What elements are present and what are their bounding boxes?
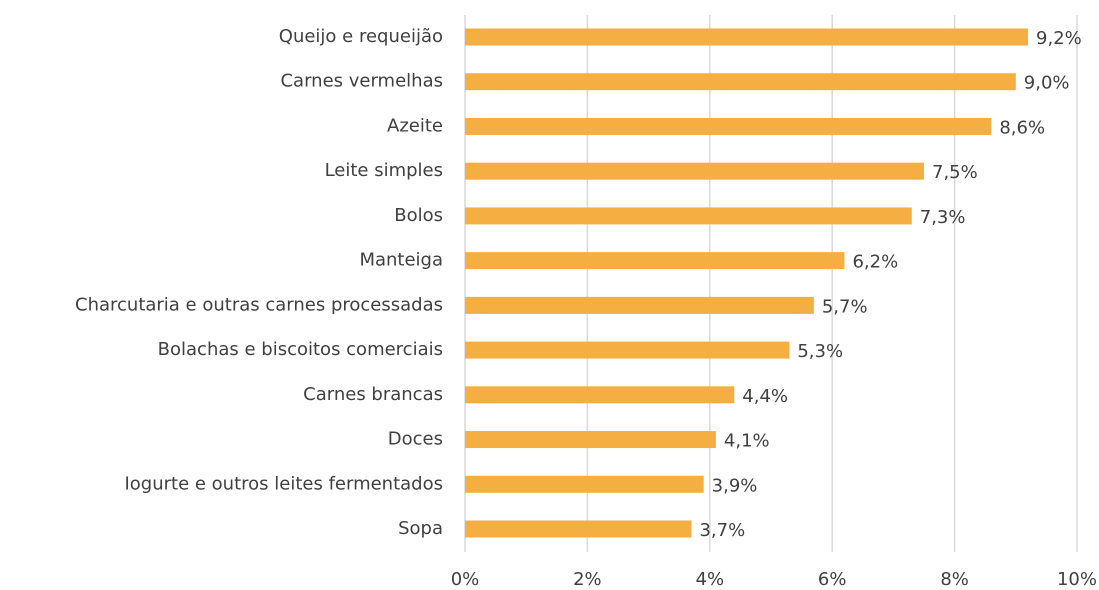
y-tick-label: Sopa [398,518,443,539]
y-tick-label: Queijo e requeijão [279,26,443,47]
y-tick-label: Doces [388,429,443,450]
data-label: 3,7% [699,520,745,541]
y-tick-label: Charcutaria e outras carnes processadas [75,294,443,315]
y-tick-label: Carnes brancas [303,384,443,405]
y-tick-label: Bolos [394,205,443,226]
data-label: 6,2% [852,252,898,273]
x-tick-label: 8% [940,569,969,590]
data-label: 5,3% [797,341,843,362]
y-tick-label: Leite simples [325,160,443,181]
bar [465,207,912,225]
bar [465,162,924,180]
bar [465,73,1016,91]
bar [465,117,992,135]
bar [465,341,790,359]
bar [465,28,1029,46]
x-tick-label: 10% [1057,569,1097,590]
x-tick-label: 4% [696,569,725,590]
y-tick-label: Manteiga [359,250,443,271]
data-label: 4,4% [742,386,788,407]
data-label: 4,1% [724,431,770,452]
data-label: 7,5% [932,162,978,183]
bar [465,252,845,270]
bar [465,520,692,538]
bar [465,386,735,404]
y-tick-label: Iogurte e outros leites fermentados [124,473,443,494]
bar [465,431,716,449]
bar [465,296,814,314]
data-label: 9,2% [1036,28,1082,49]
bar [465,475,704,493]
x-tick-label: 6% [818,569,847,590]
data-label: 5,7% [822,296,868,317]
data-label: 9,0% [1024,73,1070,94]
y-tick-label: Bolachas e biscoitos comerciais [158,339,443,360]
data-label: 3,9% [712,475,758,496]
x-tick-label: 0% [451,569,480,590]
data-label: 7,3% [920,207,966,228]
y-tick-label: Carnes vermelhas [280,71,443,92]
y-tick-label: Azeite [387,115,443,136]
x-tick-label: 2% [573,569,602,590]
data-label: 8,6% [999,117,1045,138]
